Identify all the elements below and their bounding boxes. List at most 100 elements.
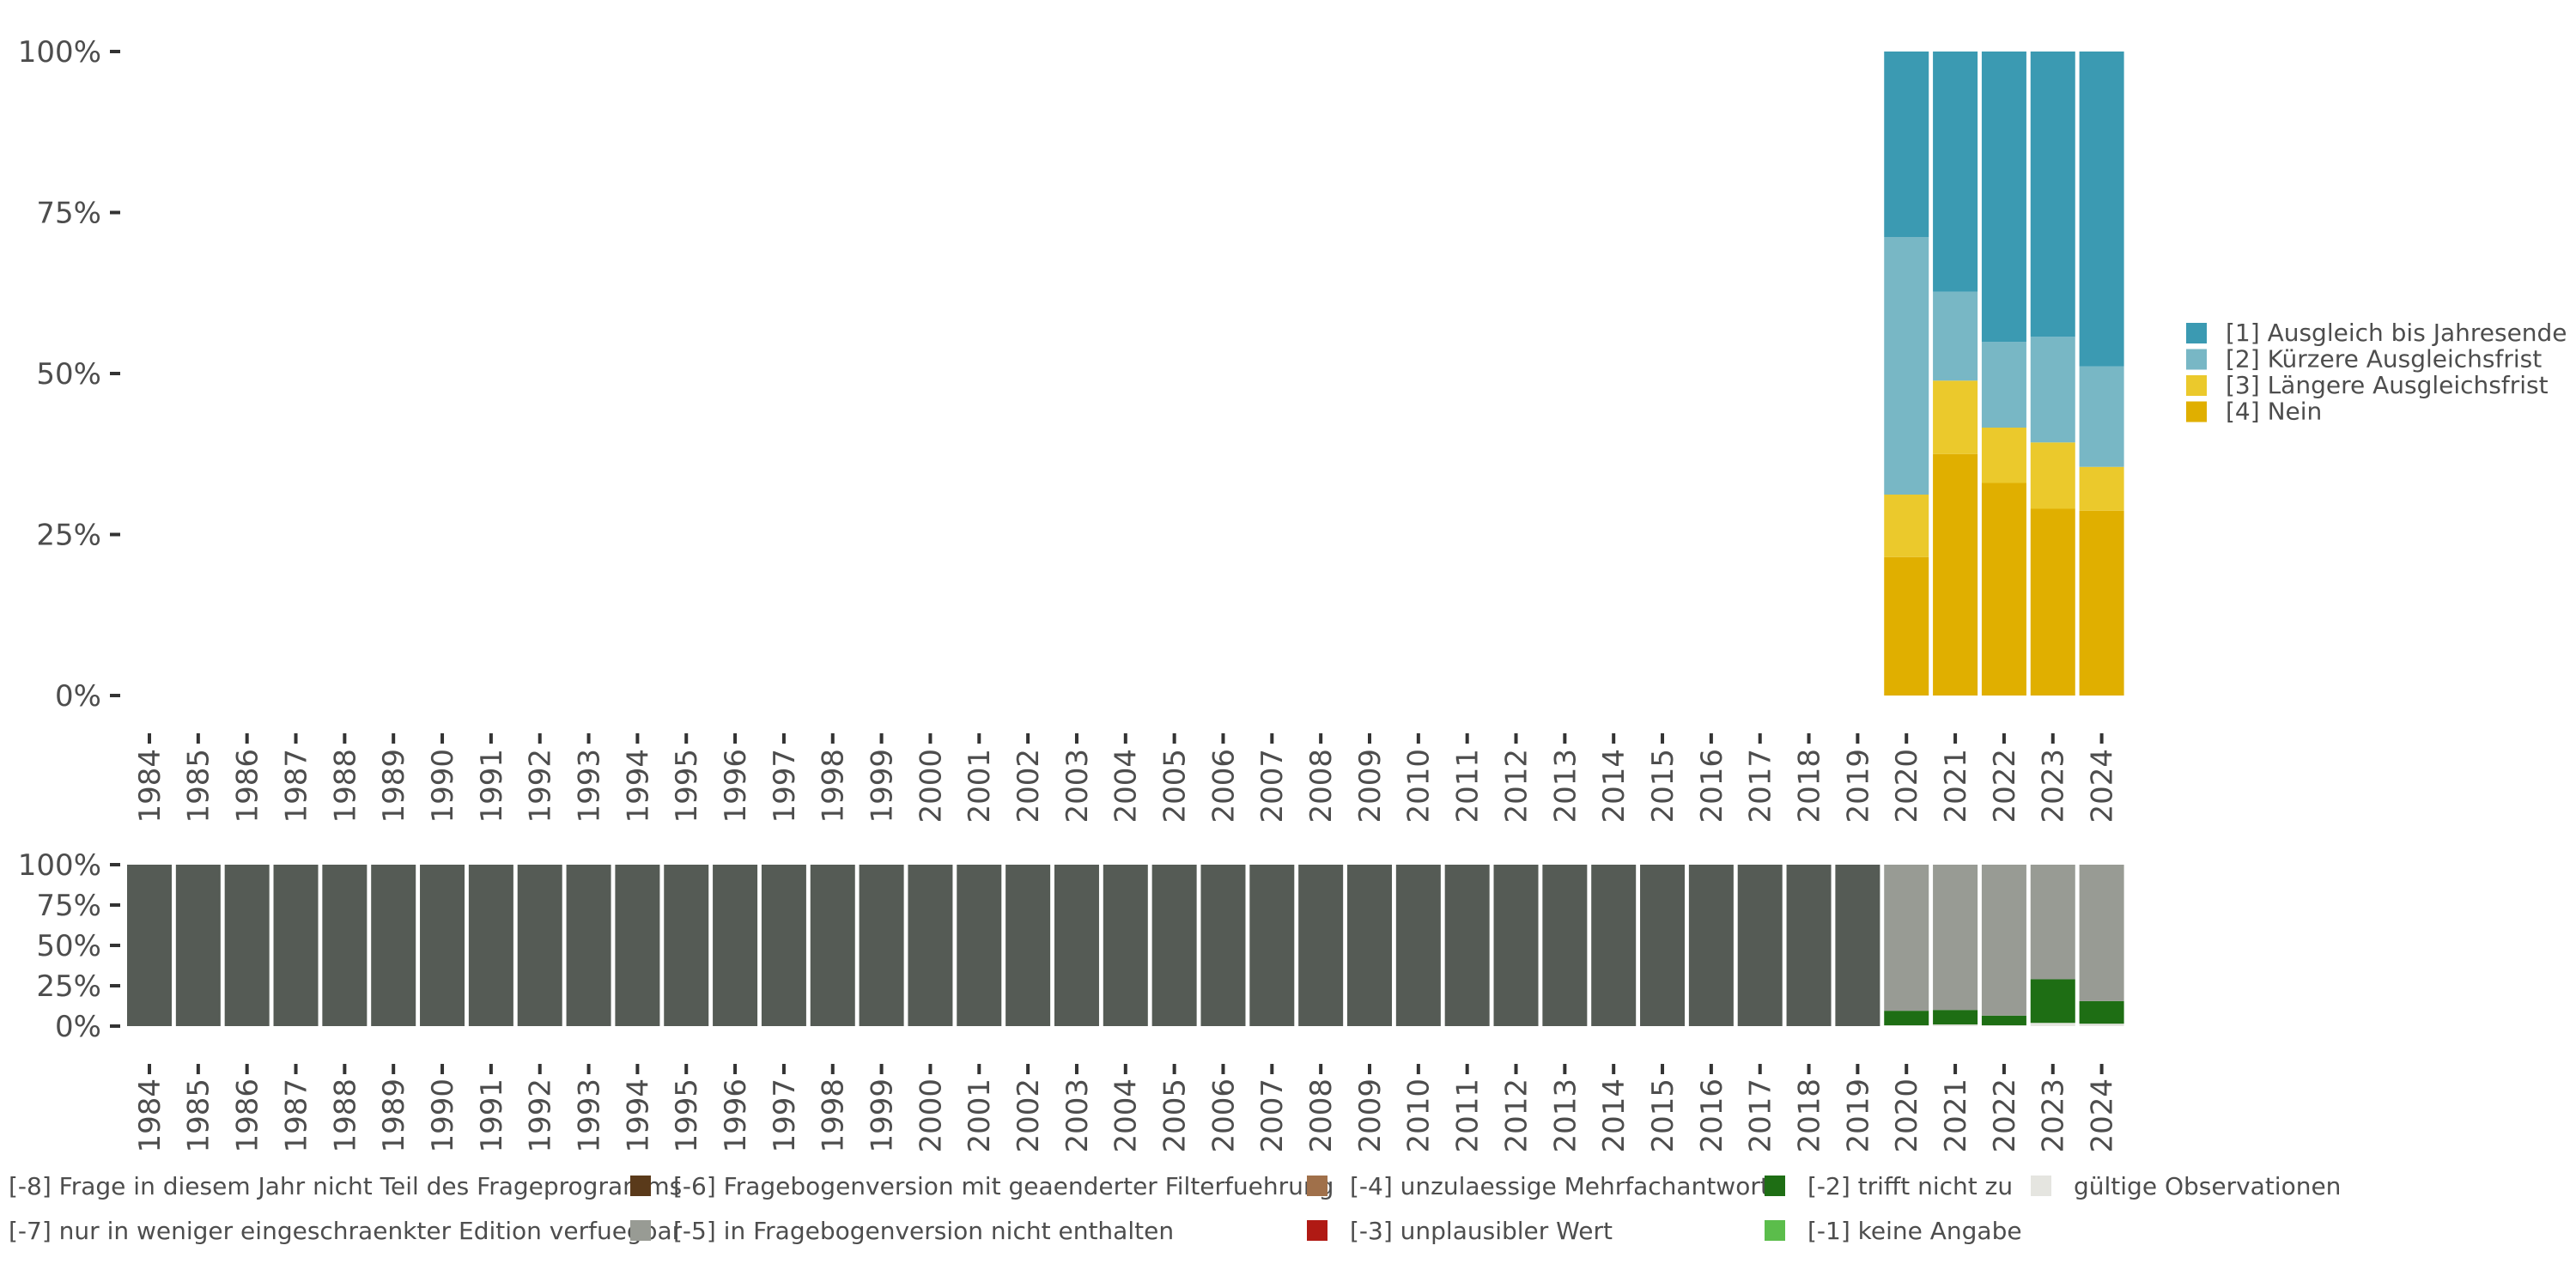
bottom-xtick-label: 2000 bbox=[914, 1078, 948, 1153]
top-xtick-label: 2011 bbox=[1451, 749, 1485, 823]
top-xtick-label: 2017 bbox=[1744, 749, 1778, 823]
top-xtick-label: 1984 bbox=[133, 749, 167, 823]
bottom-legend: [-8] Frage in diesem Jahr nicht Teil des… bbox=[9, 1172, 2341, 1245]
bottom-xtick-label: 2021 bbox=[1939, 1078, 1973, 1153]
bottom-xtick-label: 1985 bbox=[182, 1078, 216, 1153]
top-xtick-label: 1997 bbox=[768, 749, 802, 823]
bottom-bar-2024-5-in-fragebogenversion-nicht-enthalten bbox=[2079, 865, 2124, 1001]
top-legend-label: [1] Ausgleich bis Jahresende bbox=[2226, 319, 2567, 347]
bottom-xtick-label: 2006 bbox=[1206, 1078, 1241, 1153]
bottom-legend-swatch-6-fragebogenversion-mit-geaenderter-filterfuehrung bbox=[630, 1176, 651, 1196]
bottom-bar-2007-8-frage-in-diesem-jahr-nicht-teil-des-frageprogramms bbox=[1249, 865, 1295, 1026]
top-xtick-label: 2008 bbox=[1304, 749, 1339, 823]
top-xtick-label: 1988 bbox=[328, 749, 362, 823]
top-bar-2023-3-l-ngere-ausgleichsfrist bbox=[2030, 442, 2075, 509]
bottom-legend-swatch-g-ltige-observationen bbox=[2031, 1176, 2051, 1196]
bottom-bar-1996-8-frage-in-diesem-jahr-nicht-teil-des-frageprogramms bbox=[713, 865, 758, 1026]
bottom-bar-2006-8-frage-in-diesem-jahr-nicht-teil-des-frageprogramms bbox=[1200, 865, 1246, 1026]
top-xtick-label: 2010 bbox=[1402, 749, 1437, 823]
bottom-xtick-label: 2013 bbox=[1548, 1078, 1583, 1153]
top-xtick-label: 2022 bbox=[1988, 749, 2022, 823]
bottom-bar-2022-2-trifft-nicht-zu bbox=[1981, 1015, 2026, 1026]
bottom-bar-2002-8-frage-in-diesem-jahr-nicht-teil-des-frageprogramms bbox=[1005, 865, 1051, 1026]
bottom-bar-1990-8-frage-in-diesem-jahr-nicht-teil-des-frageprogramms bbox=[420, 865, 465, 1026]
bottom-bar-2021-2-trifft-nicht-zu bbox=[1933, 1010, 1978, 1025]
top-xtick-label: 1987 bbox=[279, 749, 313, 823]
top-bar-2024-3-l-ngere-ausgleichsfrist bbox=[2079, 466, 2124, 511]
bottom-xtick-label: 2012 bbox=[1499, 1078, 1534, 1153]
top-bar-2024-4-nein bbox=[2079, 510, 2124, 696]
bottom-chart-panel: 0% 25% 50% 75% 100% 1984 1985 1986 1987 1988 1989 1… bbox=[18, 848, 2124, 1153]
bottom-bar-2010-8-frage-in-diesem-jahr-nicht-teil-des-frageprogramms bbox=[1395, 865, 1441, 1026]
bottom-xtick-label: 1992 bbox=[524, 1078, 558, 1153]
bottom-bar-2020-5-in-fragebogenversion-nicht-enthalten bbox=[1884, 865, 1929, 1012]
bottom-bar-2020-g-ltige-observationen bbox=[1884, 1025, 1929, 1026]
bottom-bar-2014-8-frage-in-diesem-jahr-nicht-teil-des-frageprogramms bbox=[1591, 865, 1637, 1026]
bottom-bar-2024-g-ltige-observationen bbox=[2079, 1024, 2124, 1026]
bottom-xtick-label: 2009 bbox=[1353, 1078, 1388, 1153]
bottom-xtick-label: 2024 bbox=[2086, 1078, 2120, 1153]
top-legend-swatch-2-k-rzere-ausgleichsfrist bbox=[2186, 349, 2207, 370]
bottom-legend-label: [-1] keine Angabe bbox=[1807, 1217, 2022, 1245]
top-xtick-label: 1996 bbox=[719, 749, 753, 823]
bottom-bar-2005-8-frage-in-diesem-jahr-nicht-teil-des-frageprogramms bbox=[1151, 865, 1197, 1026]
top-xtick-label: 2004 bbox=[1109, 749, 1144, 823]
top-bar-2023-4-nein bbox=[2030, 508, 2075, 696]
bottom-xtick-label: 1995 bbox=[670, 1078, 704, 1153]
top-xtick-label: 1991 bbox=[475, 749, 509, 823]
top-xtick-label: 2020 bbox=[1890, 749, 1924, 823]
bottom-xtick-label: 2018 bbox=[1792, 1078, 1826, 1153]
top-xtick-label: 1995 bbox=[670, 749, 704, 823]
bottom-bar-2018-8-frage-in-diesem-jahr-nicht-teil-des-frageprogramms bbox=[1786, 865, 1832, 1026]
bottom-xtick-label: 2011 bbox=[1451, 1078, 1485, 1153]
bottom-xtick-label: 1993 bbox=[572, 1078, 606, 1153]
bottom-bar-2019-8-frage-in-diesem-jahr-nicht-teil-des-frageprogramms bbox=[1835, 865, 1880, 1026]
bottom-bar-2003-8-frage-in-diesem-jahr-nicht-teil-des-frageprogramms bbox=[1054, 865, 1099, 1026]
top-bar-2020-2-k-rzere-ausgleichsfrist bbox=[1884, 237, 1929, 495]
bottom-legend-label: [-6] Fragebogenversion mit geaenderter F… bbox=[673, 1172, 1334, 1200]
bottom-legend-swatch-5-in-fragebogenversion-nicht-enthalten bbox=[630, 1220, 651, 1241]
top-ytick-label: 25% bbox=[36, 519, 101, 553]
bottom-xtick-label: 1999 bbox=[866, 1078, 900, 1153]
top-bar-2021-4-nein bbox=[1933, 453, 1978, 696]
bottom-bar-1989-8-frage-in-diesem-jahr-nicht-teil-des-frageprogramms bbox=[371, 865, 416, 1026]
bottom-xtick-label: 2020 bbox=[1890, 1078, 1924, 1153]
top-legend-label: [4] Nein bbox=[2226, 398, 2322, 426]
bottom-xtick-label: 2014 bbox=[1597, 1078, 1631, 1153]
top-xtick-label: 1998 bbox=[817, 749, 851, 823]
bottom-ytick-label: 25% bbox=[36, 969, 101, 1004]
top-ytick-label: 100% bbox=[18, 35, 101, 70]
top-xtick-label: 1993 bbox=[572, 749, 606, 823]
top-chart-panel: 0% 25% 50% 75% 100% 1984 1985 1986 1987 1988 1989 1… bbox=[18, 35, 2124, 823]
top-xtick-label: 1994 bbox=[621, 749, 655, 823]
bottom-legend-label: [-2] trifft nicht zu bbox=[1807, 1172, 2013, 1200]
bottom-bar-2012-8-frage-in-diesem-jahr-nicht-teil-des-frageprogramms bbox=[1493, 865, 1539, 1026]
bottom-xtick-label: 2017 bbox=[1744, 1078, 1778, 1153]
bottom-bar-2023-2-trifft-nicht-zu bbox=[2030, 979, 2075, 1024]
bottom-xtick-label: 1984 bbox=[133, 1078, 167, 1153]
top-bar-2024-1-ausgleich-bis-jahresende bbox=[2079, 52, 2124, 367]
bottom-xtick-label: 1986 bbox=[231, 1078, 265, 1153]
top-bar-2022-3-l-ngere-ausgleichsfrist bbox=[1981, 428, 2026, 483]
bottom-bar-1984-8-frage-in-diesem-jahr-nicht-teil-des-frageprogramms bbox=[127, 865, 172, 1026]
bottom-xtick-label: 1989 bbox=[377, 1078, 411, 1153]
bottom-xtick-label: 2007 bbox=[1255, 1078, 1290, 1153]
bottom-bar-2001-8-frage-in-diesem-jahr-nicht-teil-des-frageprogramms bbox=[957, 865, 1002, 1026]
bottom-xtick-label: 2022 bbox=[1988, 1078, 2022, 1153]
bottom-bar-1992-8-frage-in-diesem-jahr-nicht-teil-des-frageprogramms bbox=[517, 865, 562, 1026]
top-legend-swatch-1-ausgleich-bis-jahresende bbox=[2186, 323, 2207, 343]
top-bar-2023-1-ausgleich-bis-jahresende bbox=[2030, 52, 2075, 337]
top-legend-label: [3] Längere Ausgleichsfrist bbox=[2226, 371, 2549, 399]
bottom-bar-2011-8-frage-in-diesem-jahr-nicht-teil-des-frageprogramms bbox=[1444, 865, 1490, 1026]
top-xtick-label: 2021 bbox=[1939, 749, 1973, 823]
bottom-xtick-label: 2010 bbox=[1402, 1078, 1437, 1153]
bottom-bar-2022-g-ltige-observationen bbox=[1981, 1025, 2026, 1026]
bottom-xtick-label: 2002 bbox=[1012, 1078, 1046, 1153]
top-bar-2021-2-k-rzere-ausgleichsfrist bbox=[1933, 291, 1978, 381]
top-xtick-label: 2003 bbox=[1060, 749, 1095, 823]
bottom-bar-2023-5-in-fragebogenversion-nicht-enthalten bbox=[2030, 865, 2075, 980]
top-bar-2020-1-ausgleich-bis-jahresende bbox=[1884, 52, 1929, 237]
top-bar-2024-2-k-rzere-ausgleichsfrist bbox=[2079, 366, 2124, 467]
top-xtick-label: 2009 bbox=[1353, 749, 1388, 823]
bottom-legend-label: [-8] Frage in diesem Jahr nicht Teil des… bbox=[9, 1172, 682, 1200]
